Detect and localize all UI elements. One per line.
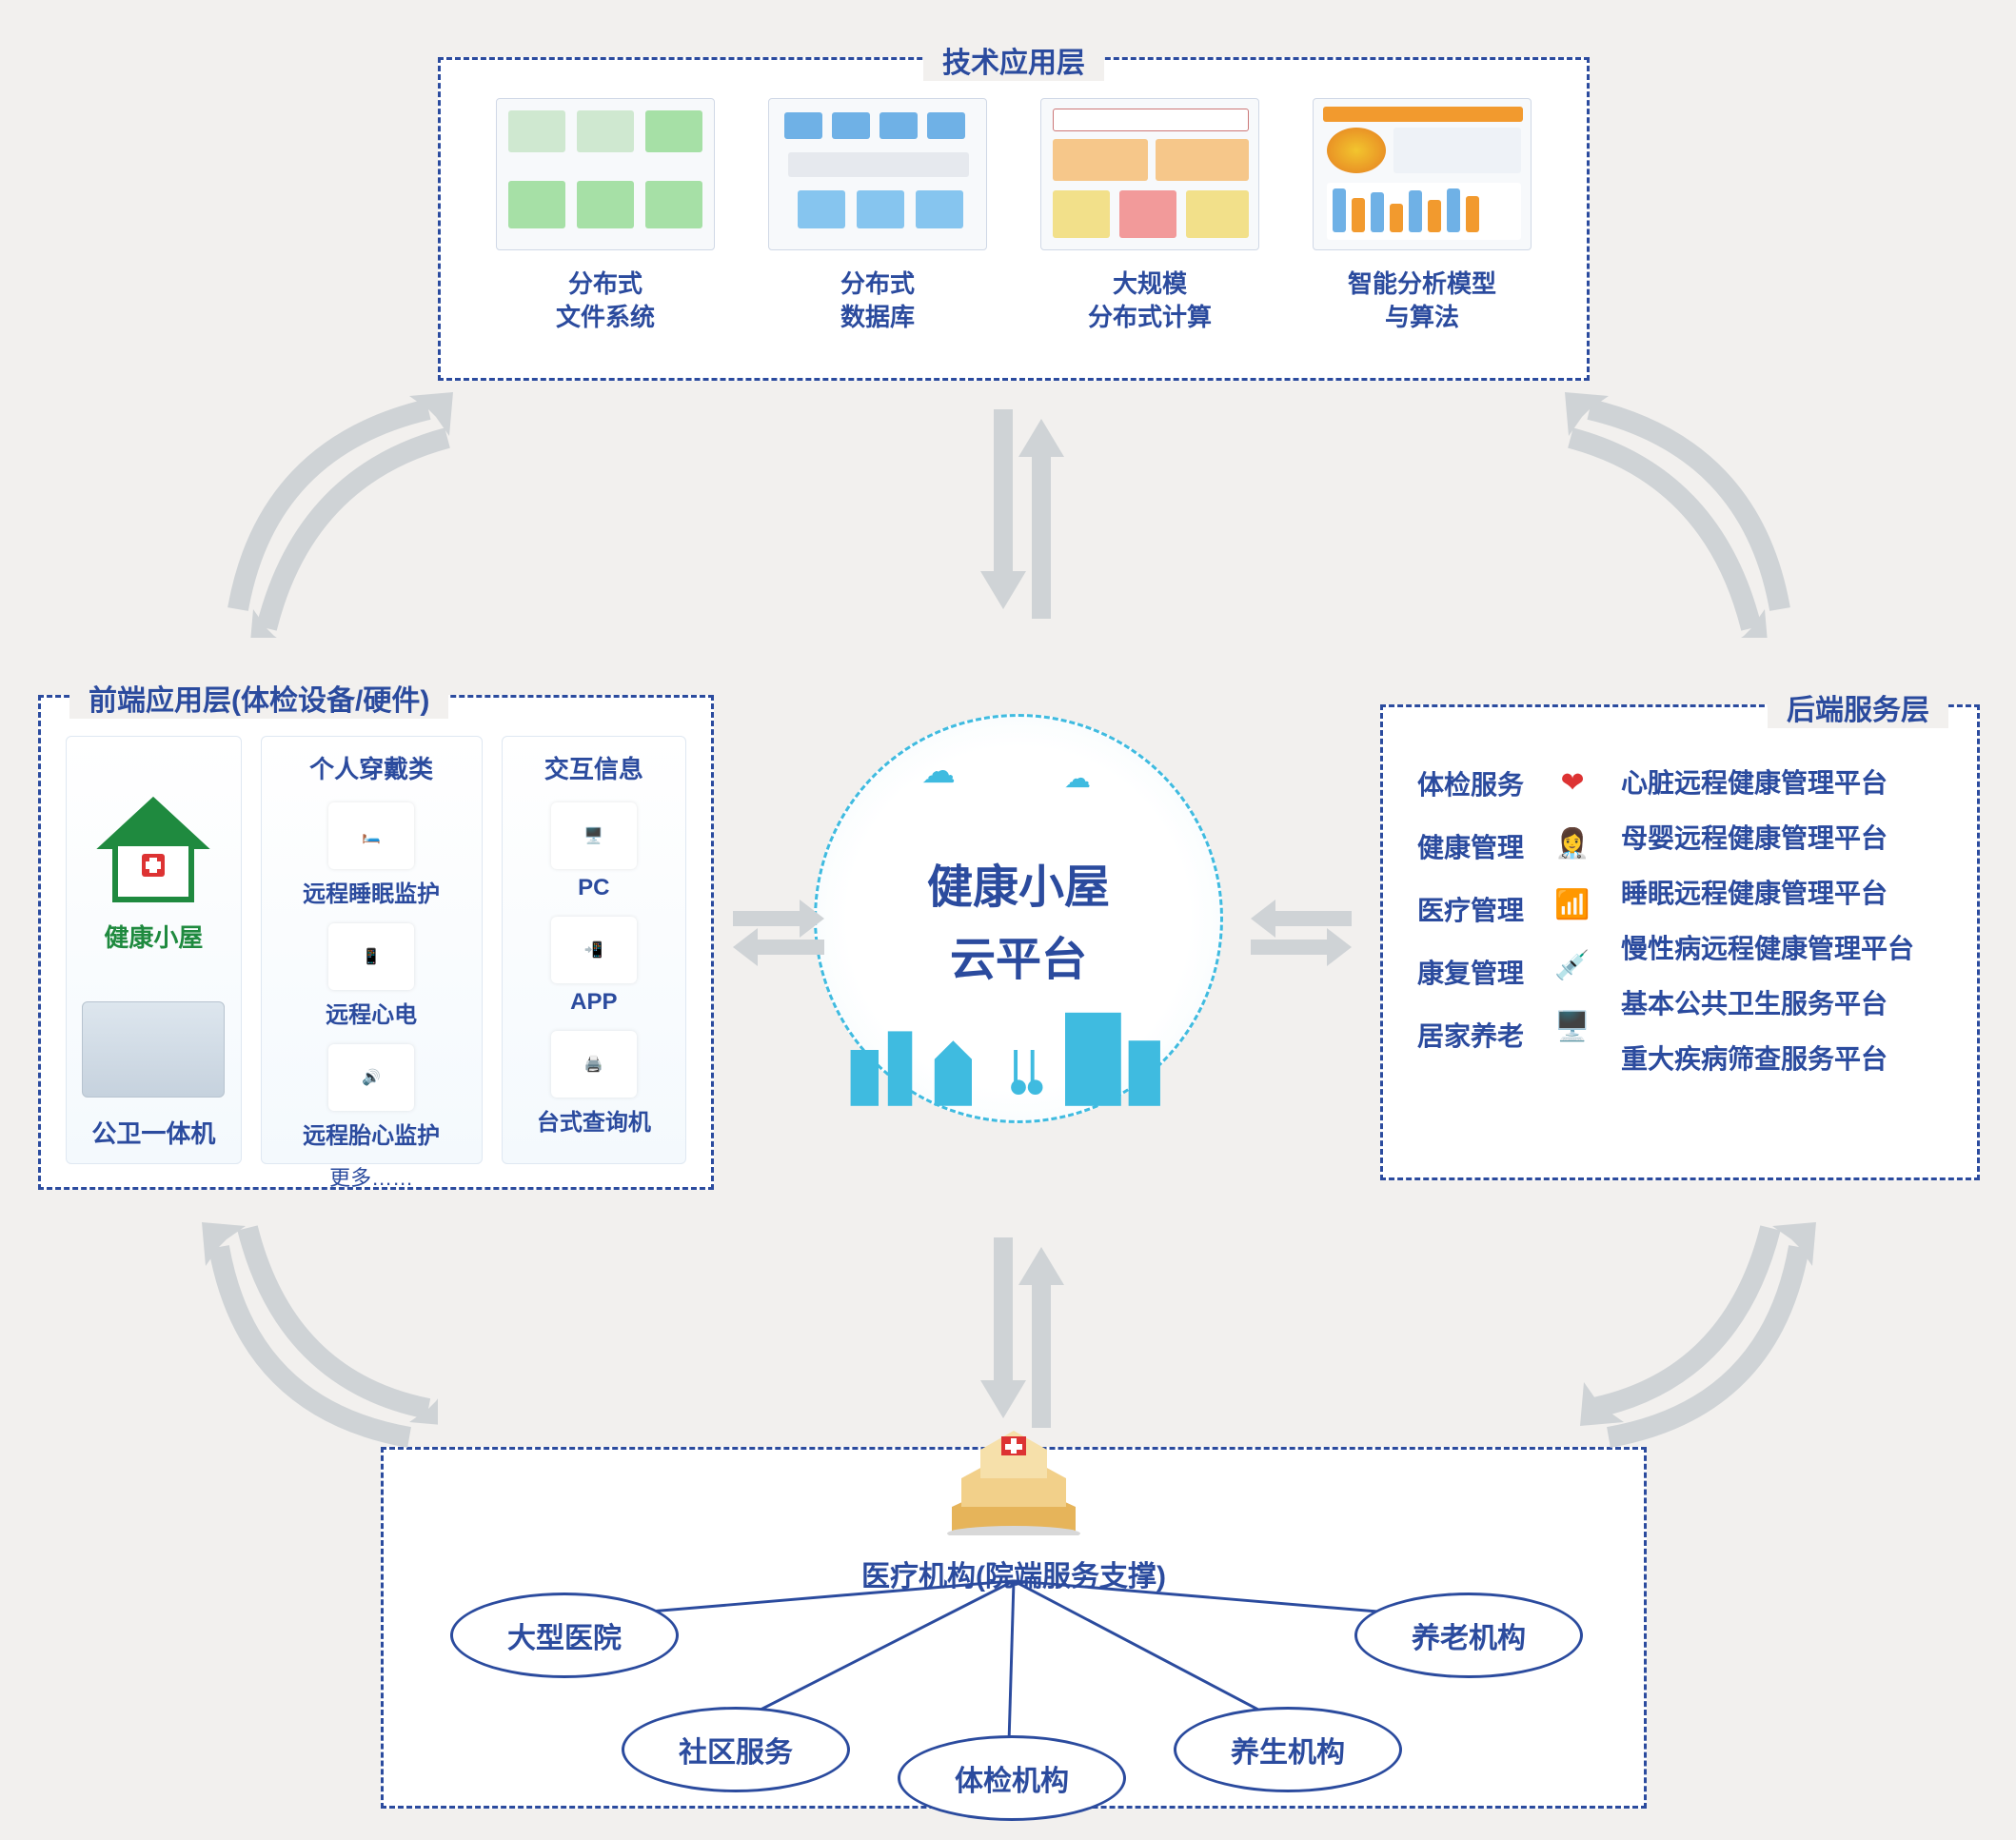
- cloud-icon: ☁: [921, 751, 956, 791]
- back-left-2: 医疗管理: [1417, 890, 1524, 928]
- back-right-col: 心脏远程健康管理平台 母婴远程健康管理平台 睡眠远程健康管理平台 慢性病远程健康…: [1621, 755, 1914, 1149]
- info-header: 交互信息: [544, 750, 643, 785]
- wear-more: 更多……: [329, 1161, 413, 1192]
- tech-layer-title: 技术应用层: [923, 39, 1104, 81]
- back-mid-col: ❤ 👩‍⚕️ 📶 💉 🖥️ ·: [1551, 755, 1594, 1149]
- house-icon: [96, 795, 210, 909]
- med-node-2: 体检机构: [898, 1735, 1126, 1821]
- back-right-1: 母婴远程健康管理平台: [1621, 818, 1914, 856]
- back-left-1: 健康管理: [1417, 827, 1524, 865]
- med-layer-box: 医疗机构(院端服务支撑) 大型医院 社区服务 体检机构 养生机构 养老机构: [381, 1447, 1647, 1809]
- info-icon-0: 🖥️: [551, 802, 637, 869]
- info-item-2: 🖨️ 台式查询机: [537, 1031, 651, 1137]
- wear-item-2: 🔊 远程胎心监护: [303, 1044, 440, 1150]
- arrow-curve-br: [1580, 1218, 1828, 1466]
- tech-label-3: 智能分析模型 与算法: [1348, 267, 1496, 334]
- back-icon-2: 📶: [1551, 882, 1594, 926]
- arrow-left: [733, 890, 828, 966]
- wear-label-0: 远程睡眠监护: [303, 875, 440, 908]
- front-layer-title: 前端应用层(体检设备/硬件): [69, 677, 448, 719]
- tech-item-1: 分布式 数据库: [761, 98, 995, 334]
- back-layer-box: 后端服务层 体检服务 健康管理 医疗管理 康复管理 居家养老 ❤ 👩‍⚕️ 📶 …: [1380, 704, 1980, 1180]
- back-icon-1: 👩‍⚕️: [1551, 821, 1594, 865]
- tech-layer-row: 分布式 文件系统 分布式 数据库: [441, 60, 1587, 363]
- back-icon-4: 🖥️: [1551, 1004, 1594, 1048]
- tech-label-2: 大规模 分布式计算: [1088, 267, 1212, 334]
- arrow-top: [965, 409, 1070, 619]
- device-label: 公卫一体机: [91, 1115, 215, 1150]
- arrow-bottom: [965, 1237, 1070, 1428]
- info-item-0: 🖥️ PC: [551, 802, 637, 901]
- wear-icon-0: 🛏️: [328, 802, 414, 869]
- front-col-device: 健康小屋 公卫一体机: [66, 736, 242, 1164]
- tech-thumb-1: [768, 98, 987, 250]
- info-icon-2: 🖨️: [551, 1031, 637, 1098]
- tech-item-3: 智能分析模型 与算法: [1305, 98, 1539, 334]
- tech-item-0: 分布式 文件系统: [488, 98, 722, 334]
- med-node-label-2: 体检机构: [955, 1757, 1069, 1799]
- back-icon-0: ❤: [1551, 761, 1594, 804]
- wear-header: 个人穿戴类: [309, 750, 433, 785]
- front-layer-box: 前端应用层(体检设备/硬件) 健康小屋 公卫一体机 个人穿戴类 🛏️ 远: [38, 695, 714, 1190]
- med-node-0: 大型医院: [450, 1593, 679, 1678]
- med-node-label-0: 大型医院: [507, 1614, 622, 1656]
- skyline-icon: [832, 993, 1205, 1107]
- med-node-4: 养老机构: [1354, 1593, 1583, 1678]
- med-node-label-1: 社区服务: [679, 1729, 793, 1771]
- wear-icon-1: 📱: [328, 923, 414, 990]
- back-left-col: 体检服务 健康管理 医疗管理 康复管理 居家养老: [1417, 755, 1524, 1149]
- tech-layer-box: 技术应用层 分布式 文件系统 分: [438, 57, 1590, 381]
- back-left-4: 居家养老: [1417, 1016, 1524, 1054]
- wear-item-0: 🛏️ 远程睡眠监护: [303, 802, 440, 908]
- info-label-2: 台式查询机: [537, 1103, 651, 1137]
- center-platform-circle: ☁ ☁ 健康小屋 云平台: [814, 714, 1223, 1123]
- back-right-3: 慢性病远程健康管理平台: [1621, 928, 1914, 966]
- med-node-label-3: 养生机构: [1231, 1729, 1345, 1771]
- front-col-wearable: 个人穿戴类 🛏️ 远程睡眠监护 📱 远程心电 🔊 远程胎心监护 更多……: [261, 736, 483, 1164]
- tech-thumb-2: [1040, 98, 1259, 250]
- cloud-icon-2: ☁: [1064, 762, 1091, 794]
- back-left-0: 体检服务: [1417, 764, 1524, 802]
- info-label-1: APP: [570, 989, 617, 1016]
- med-node-label-4: 养老机构: [1412, 1614, 1526, 1656]
- wear-label-1: 远程心电: [326, 996, 417, 1029]
- info-label-0: PC: [578, 875, 609, 901]
- front-col-info: 交互信息 🖥️ PC 📲 APP 🖨️ 台式查询机: [502, 736, 686, 1164]
- arrow-curve-tr: [1561, 390, 1808, 638]
- tech-label-1: 分布式 数据库: [840, 267, 915, 334]
- back-icon-3: 💉: [1551, 943, 1594, 987]
- back-right-5: 重大疾病筛查服务平台: [1621, 1039, 1914, 1077]
- center-title-1: 健康小屋: [927, 849, 1110, 916]
- med-node-3: 养生机构: [1174, 1707, 1402, 1792]
- back-right-2: 睡眠远程健康管理平台: [1621, 873, 1914, 911]
- info-item-1: 📲 APP: [551, 917, 637, 1016]
- tech-thumb-0: [496, 98, 715, 250]
- back-layer-row: 体检服务 健康管理 医疗管理 康复管理 居家养老 ❤ 👩‍⚕️ 📶 💉 🖥️ ·…: [1383, 707, 1977, 1177]
- back-left-3: 康复管理: [1417, 953, 1524, 991]
- arrow-curve-tl: [209, 390, 457, 638]
- back-right-4: 基本公共卫生服务平台: [1621, 983, 1914, 1021]
- info-icon-1: 📲: [551, 917, 637, 983]
- tech-thumb-3: [1313, 98, 1532, 250]
- house-label: 健康小屋: [104, 919, 203, 954]
- device-box-icon: [82, 1001, 225, 1098]
- center-title-2: 云平台: [950, 921, 1087, 988]
- arrow-right: [1237, 890, 1352, 966]
- tech-label-0: 分布式 文件系统: [556, 267, 655, 334]
- wear-item-1: 📱 远程心电: [326, 923, 417, 1029]
- back-layer-title: 后端服务层: [1768, 686, 1948, 728]
- med-node-1: 社区服务: [622, 1707, 850, 1792]
- tech-item-2: 大规模 分布式计算: [1033, 98, 1267, 334]
- wear-icon-2: 🔊: [328, 1044, 414, 1111]
- wear-label-2: 远程胎心监护: [303, 1117, 440, 1150]
- front-layer-cols: 健康小屋 公卫一体机 个人穿戴类 🛏️ 远程睡眠监护 📱 远程心电 🔊 远程胎心…: [41, 698, 711, 1187]
- back-right-0: 心脏远程健康管理平台: [1621, 762, 1914, 801]
- arrow-curve-bl: [190, 1218, 438, 1466]
